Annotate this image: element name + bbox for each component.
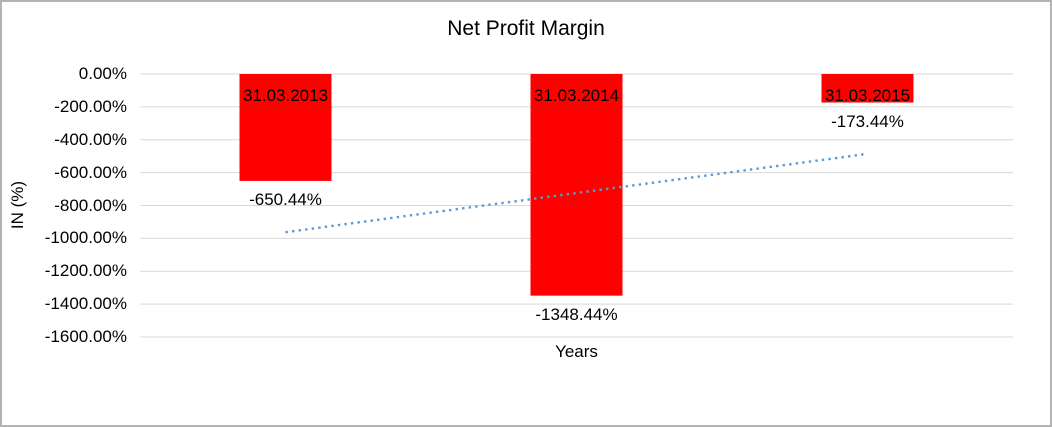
- category-label: 31.03.2013: [242, 86, 329, 105]
- value-label: -1348.44%: [535, 304, 618, 324]
- y-tick-label: -800.00%: [54, 195, 127, 215]
- y-tick-label: -600.00%: [54, 162, 127, 182]
- chart-title: Net Profit Margin: [447, 17, 605, 40]
- y-tick-label: 0.00%: [78, 64, 127, 83]
- bar-31.03.2014: [530, 74, 623, 296]
- bar-31.03.2013: [239, 74, 332, 181]
- category-label: 31.03.2015: [824, 86, 911, 105]
- trendline: [285, 152, 868, 234]
- y-tick-label: -1200.00%: [44, 261, 127, 281]
- y-tick-label: -200.00%: [54, 96, 127, 116]
- y-tick-label: -1600.00%: [44, 327, 127, 346]
- value-label: -650.44%: [249, 189, 322, 209]
- x-axis-title: Years: [555, 342, 598, 361]
- value-label: -173.44%: [831, 111, 904, 131]
- bar-31.03.2015: [821, 74, 914, 103]
- y-tick-label: -400.00%: [54, 129, 127, 149]
- category-label: 31.03.2014: [533, 86, 620, 105]
- y-tick-label: -1400.00%: [44, 294, 127, 314]
- y-tick-label: -1000.00%: [44, 228, 127, 248]
